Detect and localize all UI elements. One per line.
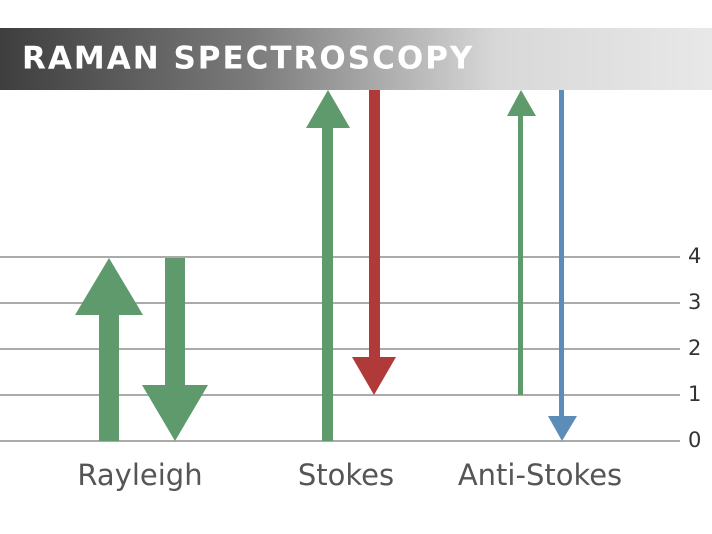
level-label: 3 (688, 290, 701, 314)
group-label: Anti-Stokes (458, 458, 622, 492)
level-label: 1 (688, 382, 701, 406)
title-bar (0, 28, 712, 90)
arrow-shaft (559, 90, 564, 418)
title: RAMAN SPECTROSCOPY (22, 41, 474, 77)
group-label: Rayleigh (77, 458, 202, 492)
arrow-head (548, 416, 577, 441)
arrow-shaft (322, 126, 333, 441)
anti-stokes-arrows (507, 90, 577, 441)
arrow-shaft (369, 90, 380, 359)
arrow-shaft (165, 258, 185, 387)
arrow-shaft (99, 313, 119, 441)
rayleigh-arrows (75, 258, 208, 441)
arrow-head (352, 357, 396, 395)
arrow-head (507, 90, 536, 116)
level-label: 0 (688, 428, 701, 452)
stokes-arrows (306, 90, 396, 441)
arrow-head (142, 385, 208, 441)
arrow-head (75, 258, 143, 315)
level-label: 4 (688, 244, 701, 268)
level-label: 2 (688, 336, 701, 360)
arrow-shaft (518, 114, 523, 395)
arrow-head (306, 90, 350, 128)
group-label: Stokes (298, 458, 394, 492)
